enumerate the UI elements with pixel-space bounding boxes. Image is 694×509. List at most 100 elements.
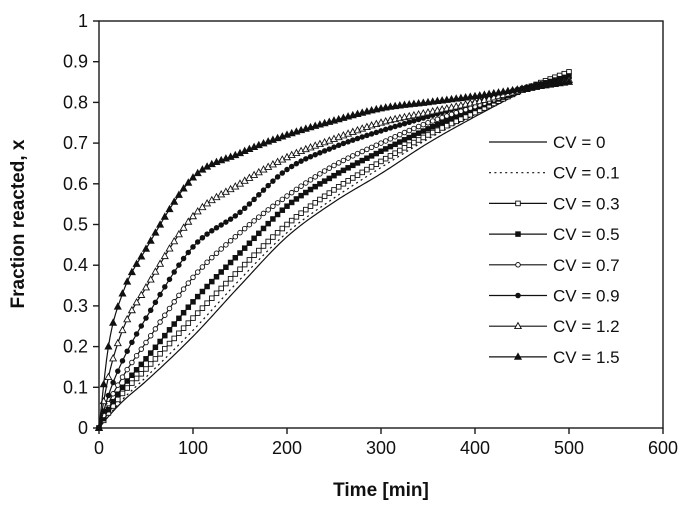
data-point-marker [124, 366, 130, 373]
data-point-marker [124, 385, 130, 391]
data-point-marker [387, 125, 394, 131]
data-point-marker [174, 229, 183, 238]
legend-label: CV = 0.9 [553, 287, 620, 306]
data-point-marker [260, 243, 267, 249]
data-point-marker [439, 114, 445, 121]
data-point-marker [331, 172, 337, 179]
data-point-marker [94, 423, 104, 431]
data-point-marker [312, 183, 318, 190]
data-point-marker [260, 210, 267, 217]
data-point-marker [288, 189, 295, 196]
series-line-cv-0.1 [98, 73, 570, 429]
data-point-marker [190, 299, 196, 305]
data-point-marker [373, 142, 380, 148]
data-point-marker [157, 338, 163, 345]
data-point-marker [256, 214, 262, 220]
data-point-marker [288, 217, 295, 224]
data-point-marker [307, 177, 314, 183]
data-point-marker [335, 184, 342, 190]
data-point-marker [115, 396, 121, 403]
data-point-marker [401, 120, 408, 127]
data-point-marker [115, 391, 121, 397]
data-point-marker [256, 247, 262, 254]
data-point-marker [156, 220, 165, 228]
series-markers-cv-0.7 [96, 75, 572, 431]
legend-entry: CV = 0.1 [489, 164, 620, 183]
data-point-marker [434, 127, 441, 133]
data-point-marker [246, 240, 253, 246]
data-point-marker [166, 340, 173, 347]
data-point-marker [209, 295, 215, 301]
data-point-marker [162, 332, 168, 339]
data-point-marker [335, 160, 342, 166]
data-point-marker [406, 134, 412, 141]
data-point-marker [288, 163, 295, 170]
data-point-marker [284, 221, 290, 228]
data-point-marker [434, 121, 441, 128]
legend-entry: CV = 1.2 [489, 317, 620, 336]
data-point-marker [170, 197, 179, 205]
legend-label: CV = 0.5 [553, 225, 620, 244]
data-point-marker [166, 276, 173, 283]
plot-layer: 0 100 200 300 400 500 600 0 0.1 0.2 0.3 0.4 0.5 0.6 0.… [63, 11, 678, 458]
data-point-marker [118, 325, 127, 334]
data-point-marker [368, 131, 375, 137]
data-point-marker [425, 119, 431, 126]
data-point-marker [256, 230, 262, 237]
data-point-marker [293, 196, 300, 202]
legend-marker [513, 321, 523, 330]
data-point-marker [335, 142, 342, 149]
data-point-marker [115, 382, 121, 388]
x-tick-label: 300 [366, 438, 396, 458]
data-point-marker [303, 206, 309, 213]
data-point-marker [448, 111, 455, 118]
data-point-marker [113, 302, 122, 310]
data-point-marker [193, 206, 202, 215]
data-point-marker [138, 371, 145, 377]
data-point-marker [193, 168, 202, 177]
data-point-marker [293, 160, 300, 167]
data-point-marker [199, 235, 206, 241]
data-point-marker [368, 144, 375, 151]
data-point-marker [317, 196, 323, 203]
data-point-marker [223, 219, 229, 225]
x-tick-label: 100 [178, 438, 208, 458]
data-point-marker [218, 246, 224, 252]
data-point-marker [392, 141, 398, 148]
data-point-marker [147, 333, 154, 339]
data-point-marker [340, 157, 347, 164]
data-point-marker [199, 264, 206, 270]
data-point-marker [331, 144, 337, 150]
x-tick-label: 200 [272, 438, 302, 458]
data-point-marker [105, 392, 112, 399]
data-point-marker [133, 353, 140, 359]
data-point-marker [265, 220, 271, 227]
data-point-marker [345, 155, 351, 161]
data-point-marker [415, 130, 422, 136]
data-point-marker [260, 187, 267, 193]
data-point-marker [227, 275, 234, 282]
data-point-marker [373, 150, 380, 157]
data-point-marker [420, 128, 427, 134]
data-point-marker [194, 293, 201, 300]
y-tick-label: 0.5 [63, 215, 88, 235]
data-point-marker [364, 132, 370, 139]
data-point-marker [147, 350, 154, 356]
data-point-marker [166, 327, 173, 333]
data-point-marker [392, 150, 398, 156]
data-point-marker [453, 118, 459, 125]
legend-entry: CV = 0.9 [489, 287, 620, 306]
data-point-marker [147, 307, 154, 313]
data-point-marker [350, 137, 356, 143]
legend-marker [515, 262, 521, 268]
data-point-marker [392, 123, 398, 130]
data-point-marker [312, 174, 318, 180]
data-point-marker [392, 133, 398, 140]
data-point-marker [185, 280, 192, 286]
data-point-marker [110, 379, 116, 386]
data-point-marker [176, 330, 182, 337]
data-point-marker [199, 288, 206, 295]
data-point-marker [411, 125, 417, 132]
data-point-marker [401, 145, 408, 151]
